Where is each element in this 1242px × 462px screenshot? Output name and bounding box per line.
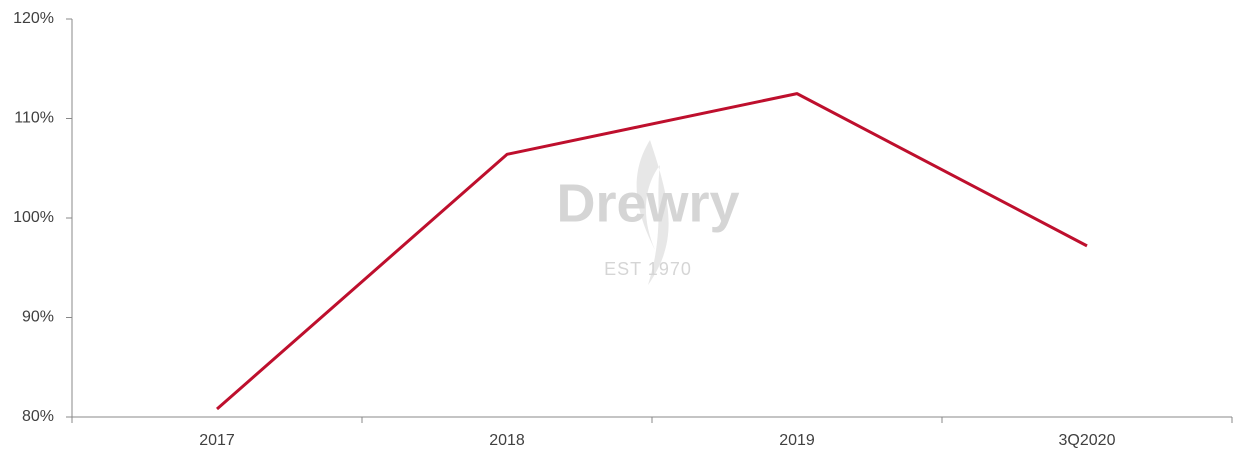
watermark-name: Drewry xyxy=(556,173,739,233)
watermark-flame xyxy=(636,140,669,285)
watermark-est: EST 1970 xyxy=(604,259,692,279)
y-tick-label: 100% xyxy=(13,209,54,226)
y-tick-label: 90% xyxy=(22,309,54,326)
watermark: Drewry EST 1970 xyxy=(556,140,740,285)
x-tick-label: 2018 xyxy=(489,432,525,449)
x-tick-label: 3Q2020 xyxy=(1059,432,1116,449)
y-tick-label: 120% xyxy=(13,10,54,27)
line-series xyxy=(216,92,1088,411)
x-tick-label: 2017 xyxy=(199,432,235,449)
y-tick-label: 110% xyxy=(14,110,54,127)
x-tick-label: 2019 xyxy=(779,432,815,449)
y-tick-label: 80% xyxy=(22,408,54,425)
